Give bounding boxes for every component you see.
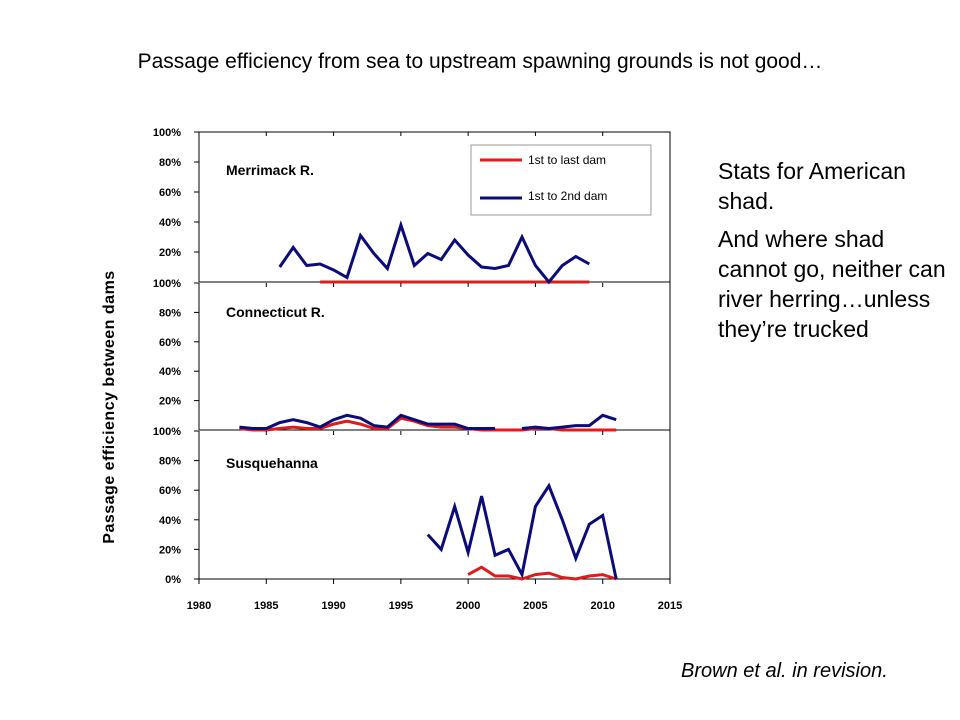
series-line-second xyxy=(521,413,617,431)
y-tick-label: 100% xyxy=(153,426,181,438)
series-line-second xyxy=(239,413,496,430)
y-tick-label: 0% xyxy=(165,574,181,586)
y-tick-label: 60% xyxy=(159,337,181,349)
side-notes: Stats for American shad. And where shad … xyxy=(718,156,948,352)
y-tick-label: 80% xyxy=(159,157,181,169)
x-tick-label: 1995 xyxy=(389,600,413,612)
y-tick-label: 40% xyxy=(159,515,181,527)
y-tick-label: 80% xyxy=(159,307,181,319)
x-tick-label: 2010 xyxy=(590,600,614,612)
y-tick-label: 20% xyxy=(159,247,181,259)
side-note-herring: And where shad cannot go, neither can ri… xyxy=(718,226,946,342)
y-tick-label: 100% xyxy=(153,278,181,290)
legend: 1st to last dam 1st to 2nd dam xyxy=(470,144,652,216)
y-tick-label: 20% xyxy=(159,544,181,556)
y-tick-label: 20% xyxy=(159,396,181,408)
panel-title: Susquehanna xyxy=(226,455,318,471)
side-note-species: Stats for American shad. xyxy=(718,158,906,214)
page-title: Passage efficiency from sea to upstream … xyxy=(137,50,823,73)
legend-label-second: 1st to 2nd dam xyxy=(528,189,607,203)
y-tick-label: 40% xyxy=(159,217,181,229)
series-line-second xyxy=(426,482,618,580)
panel-title: Merrimack R. xyxy=(226,162,314,178)
x-tick-label: 1990 xyxy=(321,600,345,612)
x-tick-label: 2005 xyxy=(523,600,547,612)
y-tick-label: 40% xyxy=(159,366,181,378)
x-tick-label: 1985 xyxy=(254,600,278,612)
legend-label-last: 1st to last dam xyxy=(528,153,606,167)
y-tick-label: 60% xyxy=(159,187,181,199)
y-tick-label: 80% xyxy=(159,456,181,468)
y-tick-label: 100% xyxy=(153,127,181,139)
series-line-last xyxy=(467,565,617,581)
citation: Brown et al. in revision. xyxy=(681,660,888,682)
legend-box xyxy=(470,144,652,216)
x-tick-label: 2015 xyxy=(658,600,682,612)
series-line-second xyxy=(278,220,591,285)
y-tick-label: 60% xyxy=(159,485,181,497)
panel-title: Connecticut R. xyxy=(226,304,325,320)
x-tick-label: 1980 xyxy=(187,600,211,612)
y-axis-label: Passage efficiency between dams xyxy=(101,270,118,543)
x-tick-label: 2000 xyxy=(456,600,480,612)
